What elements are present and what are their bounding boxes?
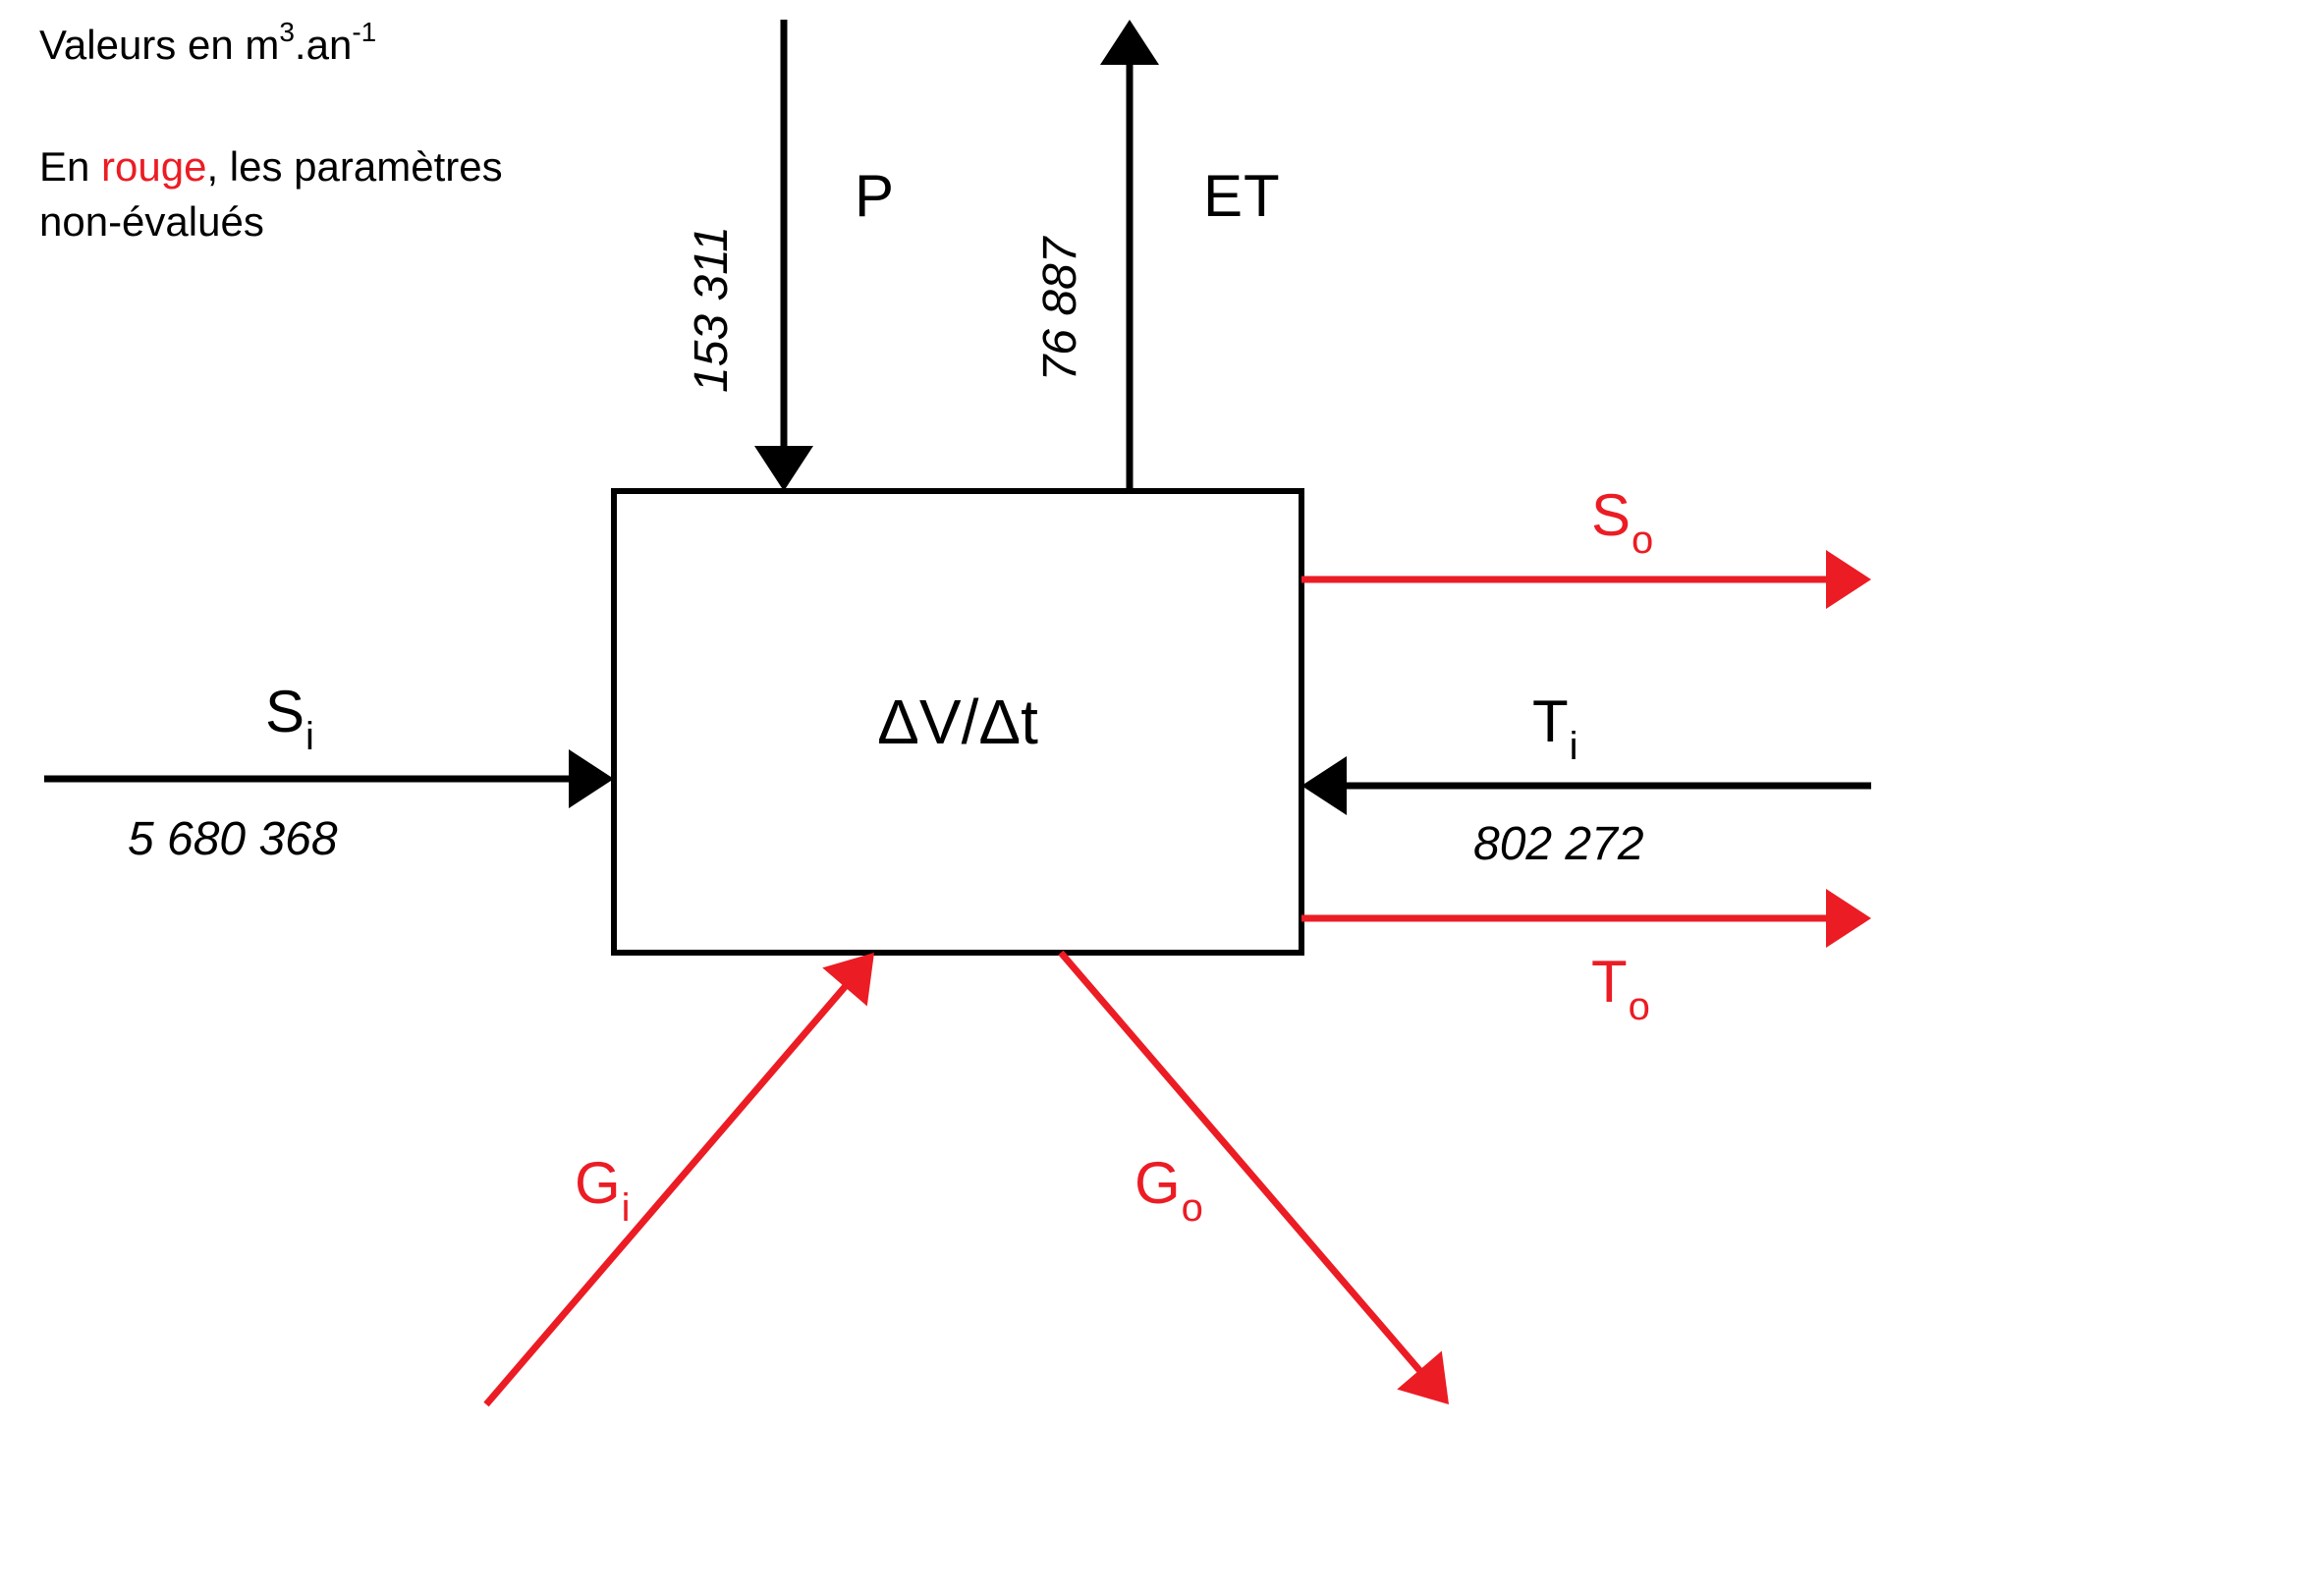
legend-red-note-1: En rouge, les paramètres [39, 143, 503, 190]
reservoir-label: ΔV/Δt [877, 687, 1038, 757]
label-Go: Go [1134, 1150, 1203, 1230]
value-Ti: 802 272 [1473, 818, 1644, 870]
value-P: 153 311 [686, 226, 738, 393]
water-balance-diagram: Valeurs en m3.an-1 En rouge, les paramèt… [0, 0, 2324, 1593]
arrow-Ti [1301, 756, 1871, 815]
legend-red-note-2: non-évalués [39, 198, 264, 245]
label-Ti: Ti [1532, 688, 1578, 768]
label-To: To [1591, 949, 1650, 1028]
arrow-P [754, 20, 813, 491]
value-ET: 76 887 [1034, 235, 1086, 381]
arrow-Si [44, 749, 614, 808]
label-P: P [855, 163, 895, 229]
arrow-ET [1100, 20, 1159, 491]
legend-block: Valeurs en m3.an-1 En rouge, les paramèt… [39, 17, 503, 245]
label-ET: ET [1203, 163, 1281, 229]
label-So: So [1591, 482, 1653, 562]
arrow-Gi [486, 953, 874, 1404]
arrow-So [1301, 550, 1871, 609]
arrow-To [1301, 889, 1871, 948]
label-Gi: Gi [575, 1150, 631, 1230]
label-Si: Si [265, 679, 314, 758]
value-Si: 5 680 368 [128, 813, 338, 865]
arrow-Go [1061, 953, 1449, 1404]
legend-units: Valeurs en m3.an-1 [39, 17, 376, 68]
